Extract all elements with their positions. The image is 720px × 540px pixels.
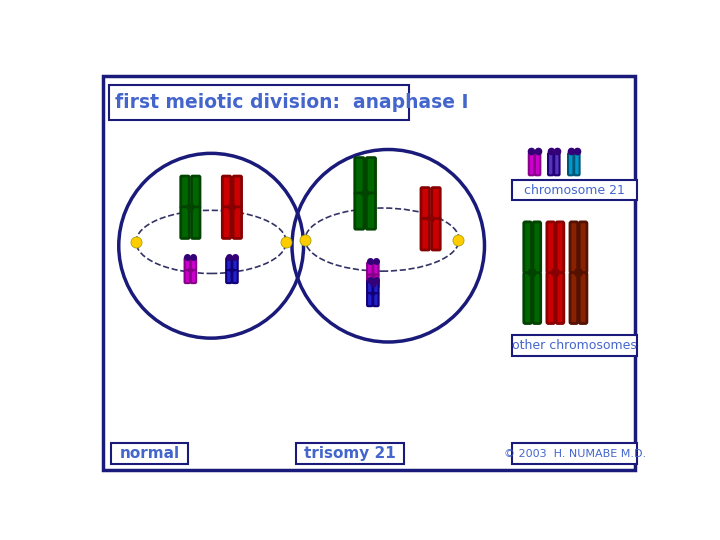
FancyBboxPatch shape: [554, 153, 559, 176]
FancyBboxPatch shape: [535, 153, 540, 176]
FancyBboxPatch shape: [233, 258, 238, 271]
FancyBboxPatch shape: [575, 153, 580, 176]
FancyBboxPatch shape: [296, 443, 404, 464]
FancyBboxPatch shape: [109, 85, 409, 120]
FancyBboxPatch shape: [570, 273, 577, 323]
FancyBboxPatch shape: [533, 273, 541, 323]
FancyBboxPatch shape: [355, 193, 364, 229]
FancyBboxPatch shape: [528, 153, 534, 176]
Text: normal: normal: [120, 446, 179, 461]
FancyBboxPatch shape: [556, 222, 564, 273]
FancyBboxPatch shape: [102, 76, 636, 470]
FancyBboxPatch shape: [367, 262, 372, 275]
FancyBboxPatch shape: [432, 187, 440, 219]
FancyBboxPatch shape: [222, 176, 231, 208]
FancyBboxPatch shape: [432, 218, 440, 250]
FancyBboxPatch shape: [373, 275, 379, 288]
FancyBboxPatch shape: [191, 258, 196, 271]
FancyBboxPatch shape: [373, 293, 379, 306]
FancyBboxPatch shape: [184, 258, 190, 271]
FancyBboxPatch shape: [184, 270, 190, 283]
FancyBboxPatch shape: [367, 281, 372, 294]
Text: chromosome 21: chromosome 21: [524, 184, 625, 197]
FancyBboxPatch shape: [366, 193, 376, 229]
FancyBboxPatch shape: [570, 222, 577, 273]
Text: other chromosomes: other chromosomes: [512, 339, 637, 353]
FancyBboxPatch shape: [233, 207, 242, 239]
FancyBboxPatch shape: [421, 187, 429, 219]
FancyBboxPatch shape: [547, 273, 554, 323]
FancyBboxPatch shape: [181, 176, 189, 208]
FancyBboxPatch shape: [568, 153, 573, 176]
FancyBboxPatch shape: [512, 335, 637, 356]
FancyBboxPatch shape: [191, 270, 196, 283]
Text: trisomy 21: trisomy 21: [304, 446, 395, 461]
FancyBboxPatch shape: [373, 262, 379, 275]
FancyBboxPatch shape: [579, 273, 587, 323]
FancyBboxPatch shape: [181, 207, 189, 239]
FancyBboxPatch shape: [547, 222, 554, 273]
FancyBboxPatch shape: [523, 222, 531, 273]
FancyBboxPatch shape: [421, 218, 429, 250]
Text: © 2003  H. NUMABE M.D.: © 2003 H. NUMABE M.D.: [503, 449, 646, 458]
FancyBboxPatch shape: [233, 270, 238, 283]
FancyBboxPatch shape: [233, 176, 242, 208]
FancyBboxPatch shape: [226, 258, 232, 271]
FancyBboxPatch shape: [548, 153, 554, 176]
FancyBboxPatch shape: [523, 273, 531, 323]
FancyBboxPatch shape: [579, 222, 587, 273]
FancyBboxPatch shape: [367, 293, 372, 306]
FancyBboxPatch shape: [226, 270, 232, 283]
FancyBboxPatch shape: [533, 222, 541, 273]
Text: first meiotic division:  anaphase I: first meiotic division: anaphase I: [115, 93, 469, 112]
FancyBboxPatch shape: [373, 281, 379, 294]
FancyBboxPatch shape: [367, 275, 372, 288]
FancyBboxPatch shape: [512, 443, 637, 464]
FancyBboxPatch shape: [355, 158, 364, 194]
FancyBboxPatch shape: [556, 273, 564, 323]
FancyBboxPatch shape: [222, 207, 231, 239]
FancyBboxPatch shape: [192, 176, 200, 208]
FancyBboxPatch shape: [512, 179, 637, 200]
FancyBboxPatch shape: [192, 207, 200, 239]
FancyBboxPatch shape: [111, 443, 188, 464]
FancyBboxPatch shape: [366, 158, 376, 194]
